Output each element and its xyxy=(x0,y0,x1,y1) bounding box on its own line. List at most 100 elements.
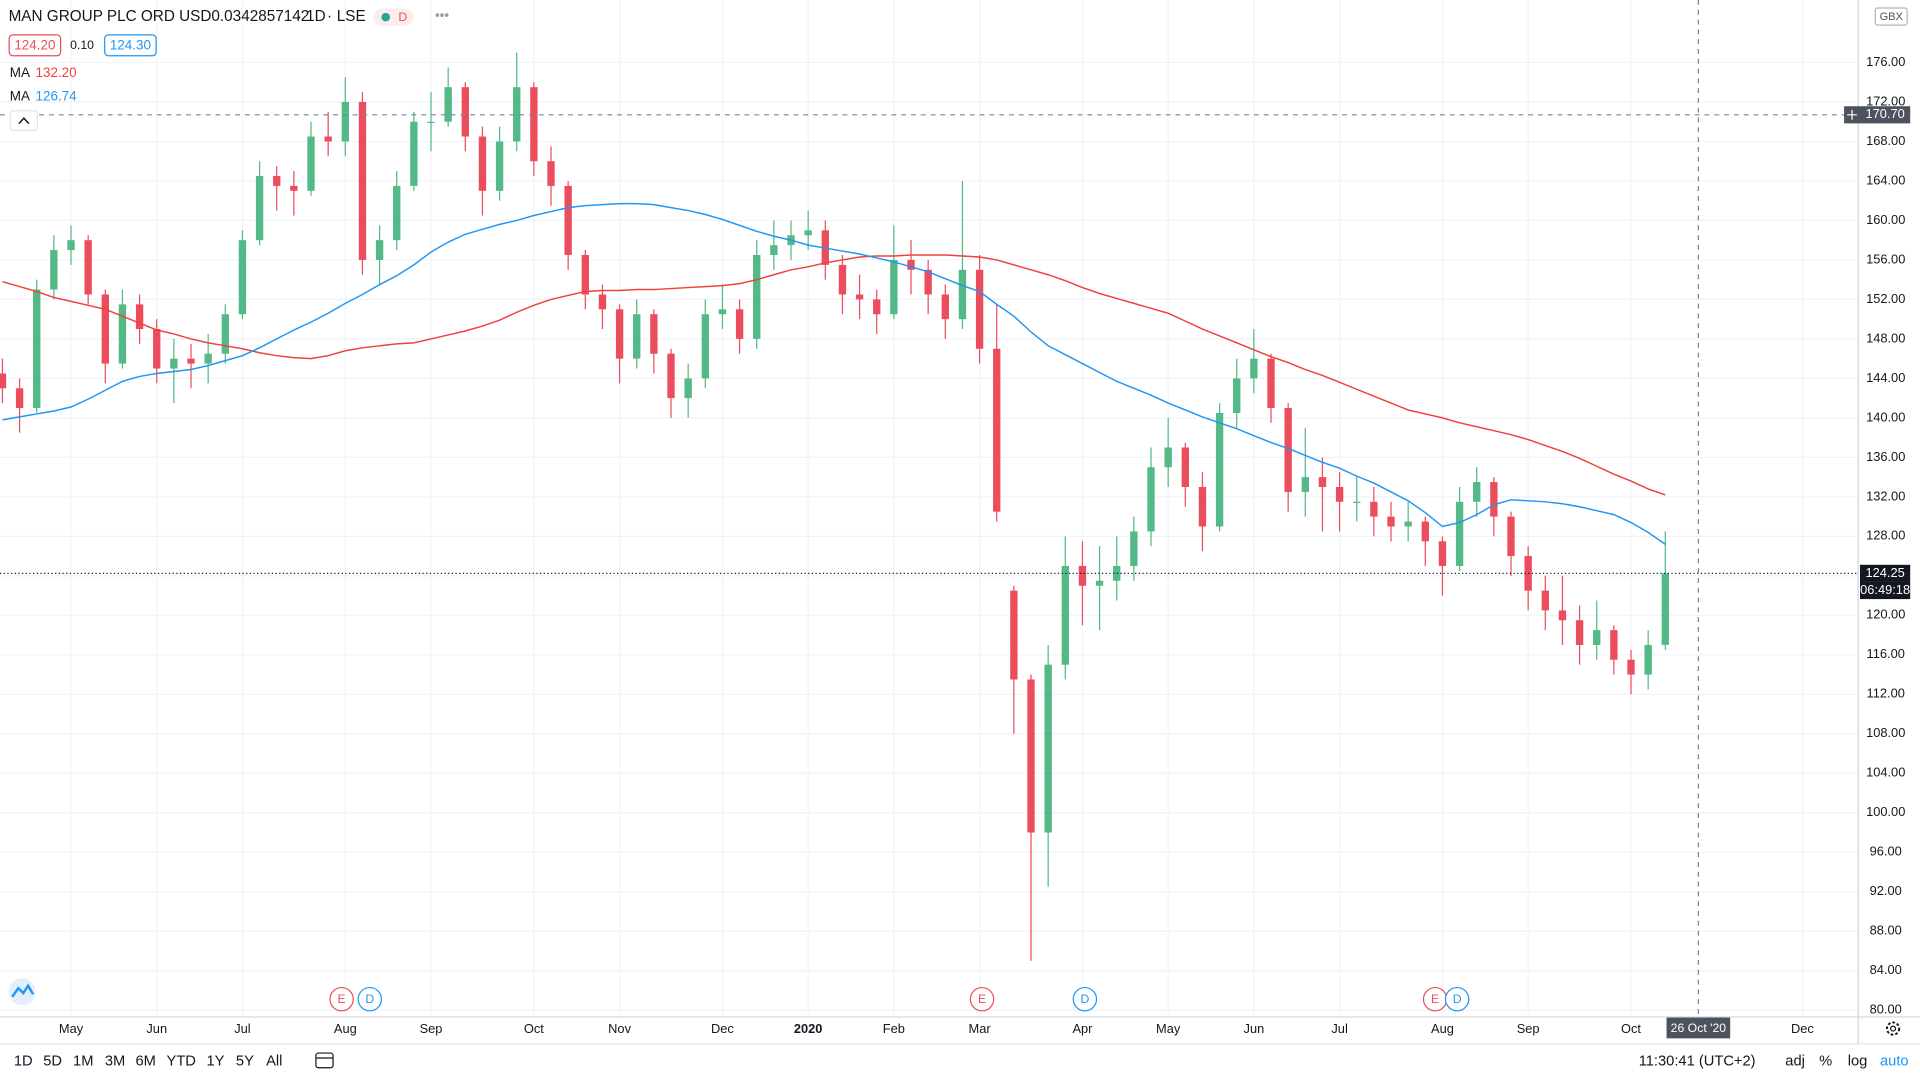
range-button[interactable]: 1D xyxy=(14,1054,33,1070)
candle-body xyxy=(1610,630,1618,660)
x-tick-label: Sep xyxy=(420,1021,443,1036)
candle-body xyxy=(1284,408,1292,492)
event-marker[interactable] xyxy=(329,986,354,1012)
candle-body xyxy=(427,121,435,123)
y-tick-label: 156.00 xyxy=(1866,251,1905,266)
range-button[interactable]: All xyxy=(266,1054,282,1070)
scale-option[interactable]: adj xyxy=(1785,1054,1805,1070)
candle-body xyxy=(204,353,212,364)
y-tick-label: 84.00 xyxy=(1870,962,1902,977)
y-tick-label: 152.00 xyxy=(1866,291,1905,306)
candle-body xyxy=(718,309,727,315)
candle-body xyxy=(1027,679,1035,833)
candle-body xyxy=(307,136,315,191)
candle-body xyxy=(478,136,487,191)
candle-body xyxy=(890,259,898,315)
candle-body xyxy=(1164,447,1172,468)
candle-body xyxy=(495,141,504,191)
candle-body xyxy=(650,314,658,354)
badge-label: D xyxy=(398,10,407,24)
candle-body xyxy=(290,185,298,191)
range-button[interactable]: 5Y xyxy=(236,1054,254,1070)
event-marker[interactable] xyxy=(969,986,995,1012)
crosshair-price-tag xyxy=(1860,106,1911,124)
candle-body xyxy=(1644,644,1652,675)
candle-body xyxy=(118,304,127,364)
candle-body xyxy=(84,240,92,295)
logo-mark xyxy=(11,983,35,998)
y-tick-label: 96.00 xyxy=(1870,844,1902,859)
range-button[interactable]: YTD xyxy=(167,1054,196,1070)
range-button[interactable]: 6M xyxy=(136,1054,156,1070)
legend-value: 126.74 xyxy=(36,88,78,103)
event-marker[interactable] xyxy=(357,986,383,1012)
range-button[interactable]: 3M xyxy=(105,1054,125,1070)
x-tick-label: Feb xyxy=(883,1021,905,1036)
y-tick-label: 112.00 xyxy=(1867,686,1905,701)
candle-body xyxy=(975,269,984,349)
range-button[interactable]: 5D xyxy=(43,1054,62,1070)
candle-body xyxy=(907,259,915,270)
candle-body xyxy=(410,121,418,186)
y-tick-label: 88.00 xyxy=(1870,923,1902,938)
candle-body xyxy=(0,373,7,389)
spread: 0.10 xyxy=(70,38,94,52)
ma-line xyxy=(2,202,1666,545)
x-tick-label: Aug xyxy=(334,1021,357,1036)
candle-body xyxy=(1095,580,1104,586)
candle-body xyxy=(1473,482,1481,502)
event-marker[interactable] xyxy=(1072,986,1098,1012)
collapse-icon xyxy=(18,117,30,125)
candle-body xyxy=(1507,516,1515,557)
candle-body xyxy=(15,388,24,409)
y-tick-label: 100.00 xyxy=(1866,804,1905,819)
candle-body xyxy=(1130,531,1138,566)
candle-body xyxy=(1387,516,1395,527)
candle-body xyxy=(1301,477,1309,492)
symbol-title: MAN GROUP PLC ORD USD0.0342857142 xyxy=(9,8,310,25)
candle-body xyxy=(1181,447,1189,487)
countdown-tag xyxy=(1860,581,1911,600)
candle-body xyxy=(238,240,247,315)
x-tick-label: Aug xyxy=(1431,1021,1454,1036)
range-button[interactable]: 1M xyxy=(73,1054,93,1070)
settings-icon[interactable] xyxy=(1885,1021,1901,1036)
exchange: LSE xyxy=(337,8,366,25)
y-tick-label: 92.00 xyxy=(1870,883,1902,898)
x-tick-label: Jul xyxy=(234,1021,250,1036)
clock[interactable]: 11:30:41 (UTC+2) xyxy=(1639,1054,1756,1070)
candle-body xyxy=(33,289,41,409)
candle-body xyxy=(1438,541,1447,566)
currency-badge[interactable] xyxy=(1874,7,1908,26)
scale-option[interactable]: % xyxy=(1819,1054,1832,1070)
y-tick-label: 160.00 xyxy=(1866,212,1905,227)
candle-body xyxy=(873,299,881,315)
x-tick-label: Oct xyxy=(1621,1021,1641,1036)
scale-option[interactable]: log xyxy=(1848,1054,1868,1070)
event-marker[interactable] xyxy=(1444,986,1470,1012)
y-tick-label: 172.00 xyxy=(1866,93,1905,108)
collapse-button[interactable] xyxy=(9,110,38,132)
candle-body xyxy=(1198,486,1207,527)
candle-body xyxy=(375,240,384,260)
interval: 1D xyxy=(306,8,326,25)
currency: GBX xyxy=(1880,11,1904,23)
more-menu[interactable]: ••• xyxy=(435,7,449,22)
candle-body xyxy=(941,294,949,320)
candle-body xyxy=(50,250,58,290)
plot xyxy=(0,0,1858,1017)
badge[interactable] xyxy=(373,8,414,26)
candle-body xyxy=(1558,610,1567,621)
candle-body xyxy=(255,176,264,241)
scale-option[interactable]: auto xyxy=(1880,1054,1909,1070)
date-range-icon[interactable] xyxy=(315,1052,334,1069)
candle-body xyxy=(804,230,812,236)
y-tick-label: 120.00 xyxy=(1866,607,1905,622)
grid xyxy=(0,0,1858,1017)
event-label: D xyxy=(1080,992,1089,1006)
range-button[interactable]: 1Y xyxy=(207,1054,225,1070)
candle-body xyxy=(187,358,195,364)
x-tick-label: 2020 xyxy=(794,1021,823,1036)
